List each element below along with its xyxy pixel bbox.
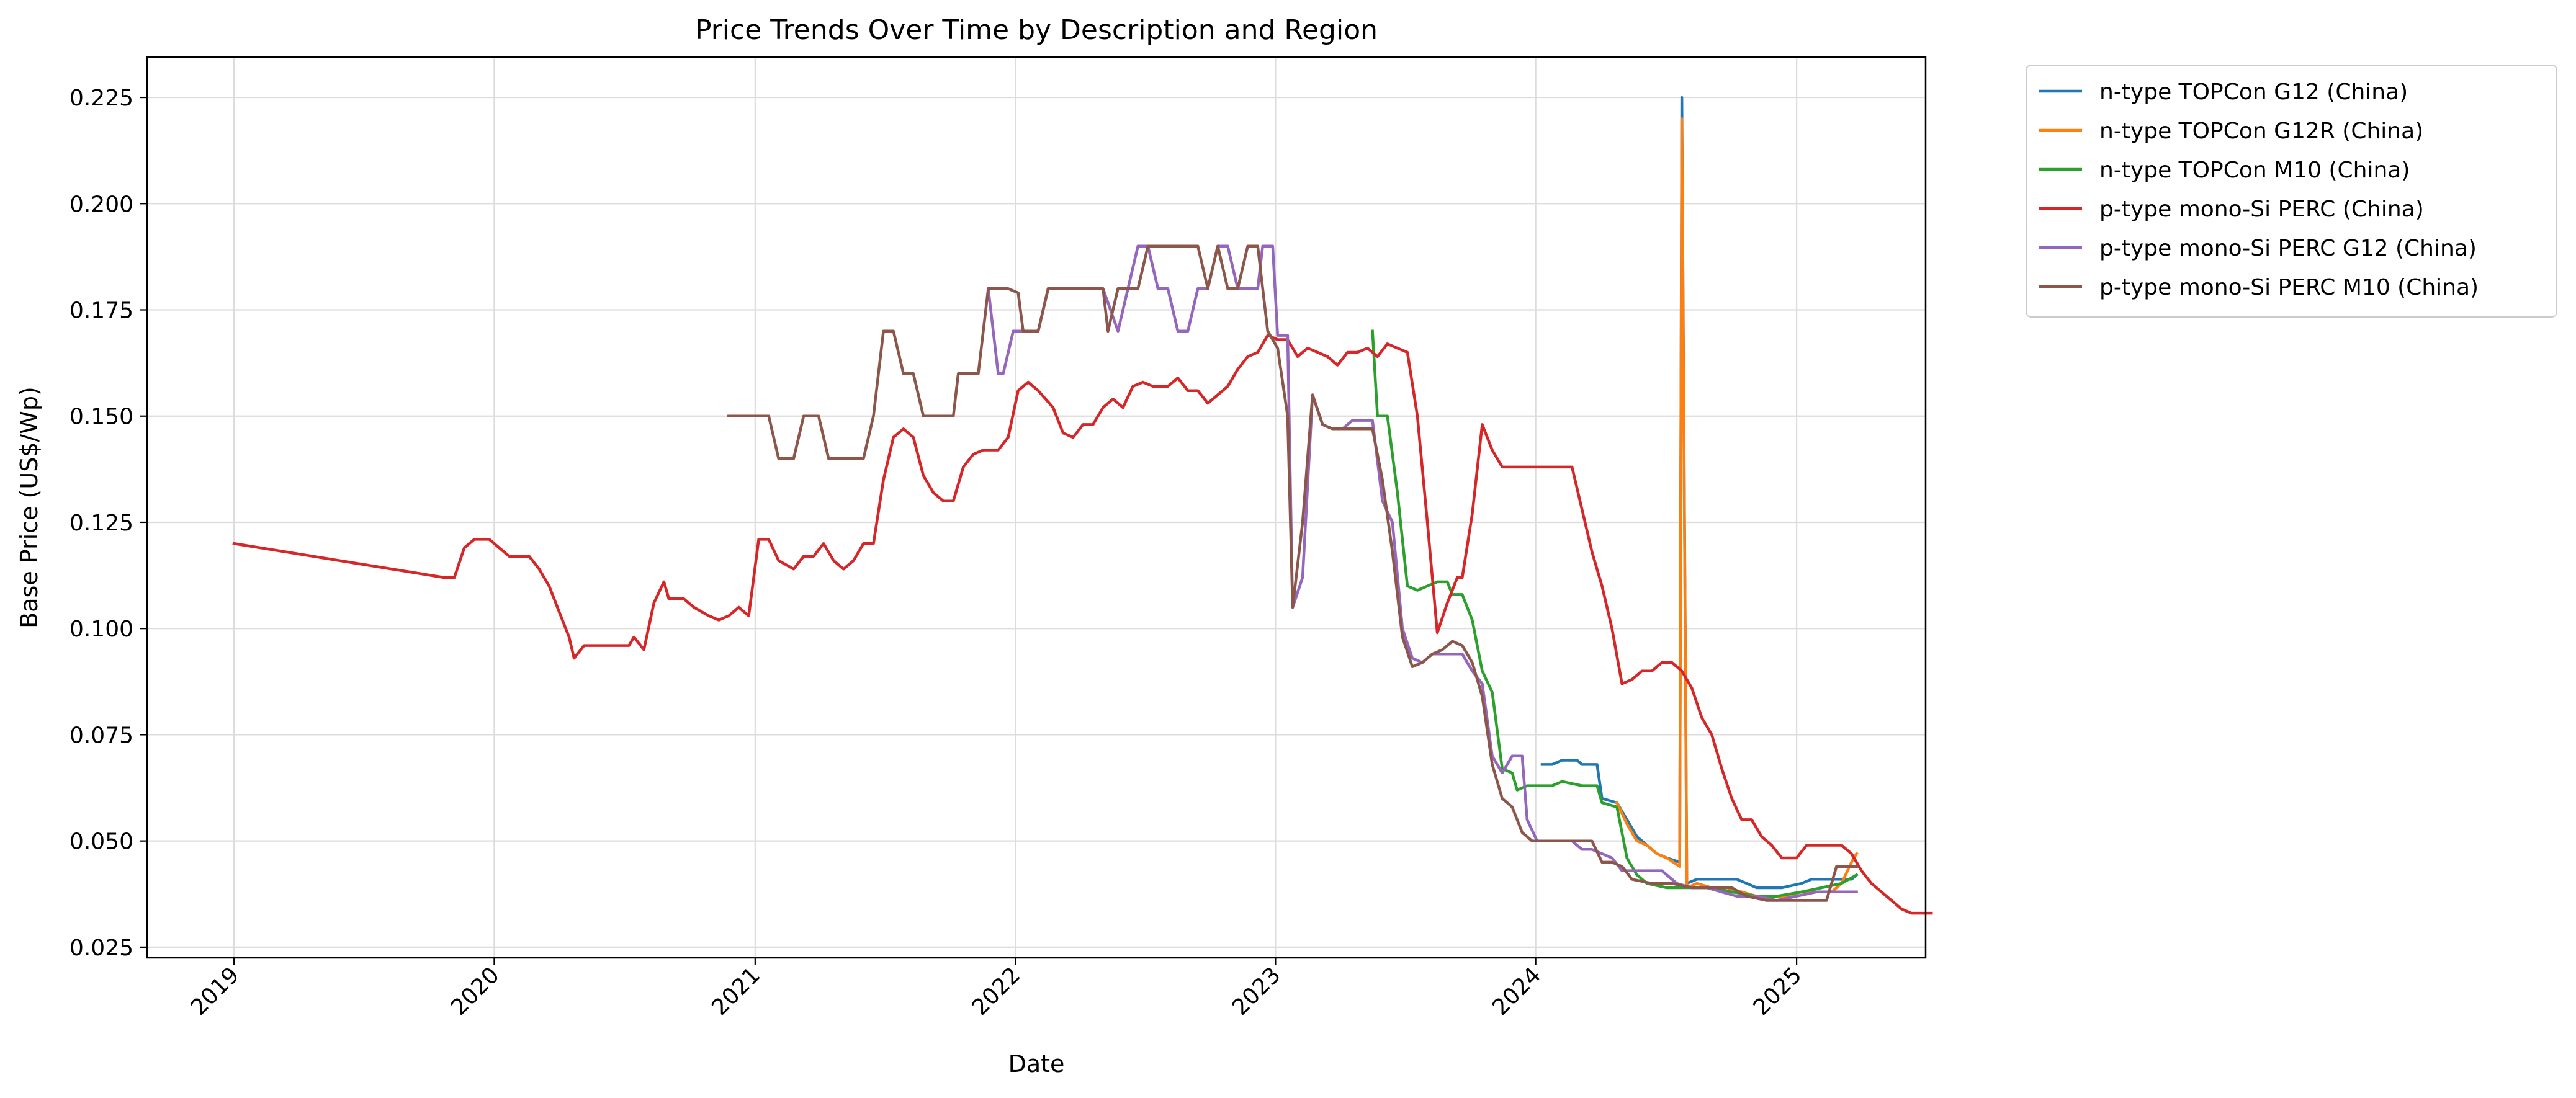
y-tick-label: 0.075 — [70, 723, 133, 748]
series-line-6 — [727, 244, 1858, 902]
legend-label: p-type mono-Si PERC (China) — [2099, 197, 2424, 222]
y-tick-label: 0.025 — [70, 935, 133, 961]
y-tick-label: 0.225 — [70, 86, 133, 111]
legend-label: p-type mono-Si PERC G12 (China) — [2099, 236, 2477, 261]
y-tick-label: 0.150 — [70, 404, 133, 430]
y-tick-label: 0.175 — [70, 298, 133, 324]
y-tick-label: 0.050 — [70, 829, 133, 855]
y-tick-label: 0.125 — [70, 511, 133, 536]
series-line-4 — [232, 334, 1933, 915]
legend: n-type TOPCon G12 (China) n-type TOPCon G… — [2026, 65, 2557, 318]
legend-box — [2026, 65, 2557, 318]
series-layer — [232, 96, 1933, 915]
legend-label: p-type mono-Si PERC M10 (China) — [2099, 275, 2479, 300]
grid-layer — [147, 57, 1926, 958]
y-tick-label: 0.100 — [70, 617, 133, 642]
series-line-3 — [1371, 329, 1859, 898]
legend-label: n-type TOPCon G12 (China) — [2099, 79, 2408, 105]
y-axis-label: Base Price (US$/Wp) — [16, 386, 43, 628]
legend-label: n-type TOPCon G12R (China) — [2099, 118, 2423, 144]
plot-frame — [146, 56, 1927, 959]
x-axis-label: Date — [1008, 1050, 1065, 1078]
chart-title: Price Trends Over Time by Description an… — [695, 14, 1378, 46]
y-tick-label: 0.200 — [70, 192, 133, 217]
legend-label: n-type TOPCon M10 (China) — [2099, 158, 2410, 183]
